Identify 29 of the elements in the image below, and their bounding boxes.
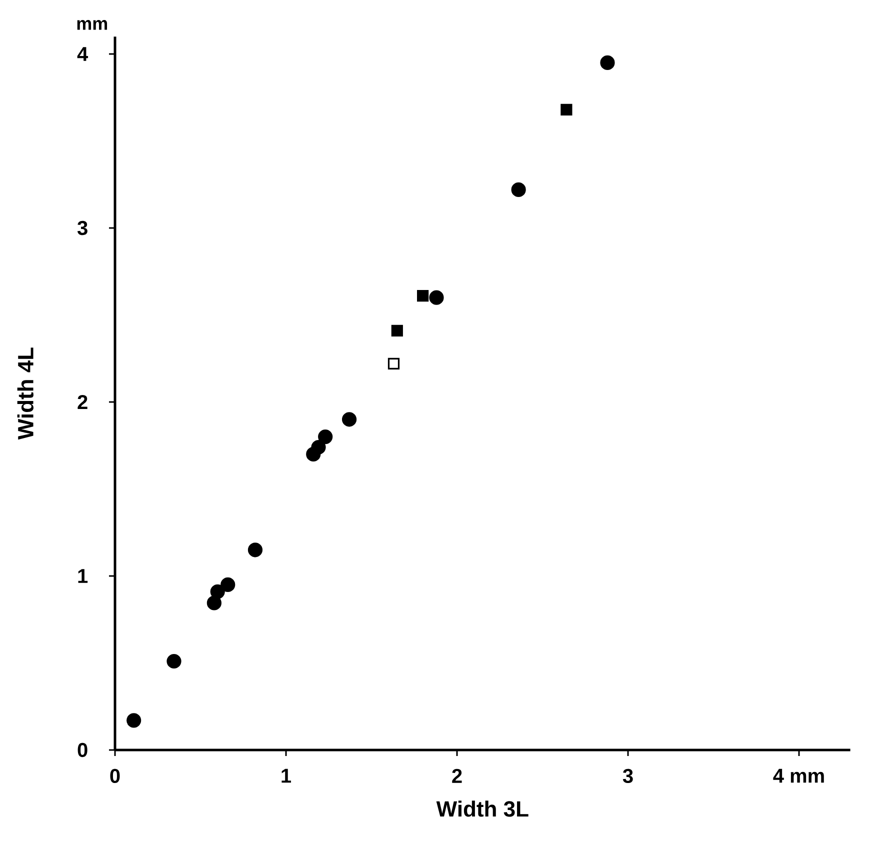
x-tick-label: 4 mm — [773, 768, 824, 783]
x-tick-label: 2 — [452, 768, 462, 783]
x-tick-label: 1 — [282, 768, 292, 783]
y-tick-label: 4 — [77, 47, 88, 61]
text: mm — [77, 20, 108, 30]
x-tick-label: 0 — [110, 768, 120, 784]
y-tick-label: 3 — [77, 220, 88, 236]
point — [126, 713, 142, 728]
y-tick-label: 2 — [78, 395, 88, 409]
point — [206, 596, 222, 610]
x-axis-title: Width 3L — [436, 800, 528, 817]
point — [560, 104, 572, 116]
point — [220, 577, 236, 592]
x-tick-label: 3 — [622, 768, 633, 784]
point — [600, 55, 615, 70]
point — [210, 584, 225, 599]
point — [166, 654, 182, 669]
point — [511, 182, 526, 198]
point — [248, 542, 263, 558]
point — [311, 440, 326, 455]
point — [391, 324, 403, 336]
point — [342, 412, 357, 427]
y-tick-label: 0 — [78, 742, 88, 758]
point — [417, 290, 429, 302]
point — [429, 290, 444, 305]
y-axis-title: Width 4L — [17, 348, 34, 440]
point — [388, 358, 400, 370]
point — [318, 429, 333, 444]
y-tick-label: 1 — [78, 569, 88, 583]
